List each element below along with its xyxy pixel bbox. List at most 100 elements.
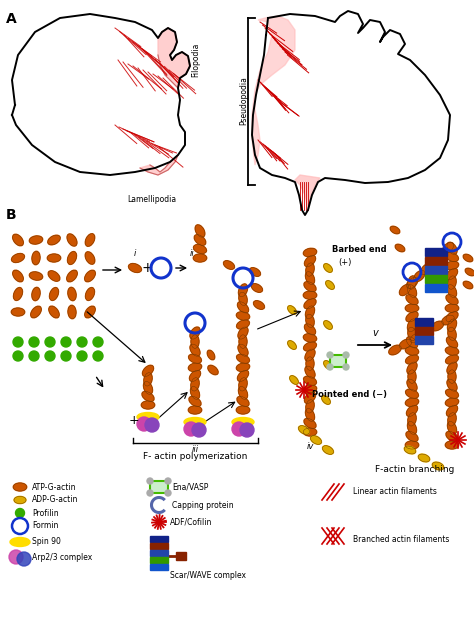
Text: Linear actin filaments: Linear actin filaments <box>353 488 437 497</box>
Circle shape <box>327 364 333 370</box>
Text: Ena/VASP: Ena/VASP <box>172 483 209 491</box>
Ellipse shape <box>31 306 41 318</box>
Ellipse shape <box>326 281 334 290</box>
Ellipse shape <box>188 363 201 371</box>
Ellipse shape <box>190 327 200 339</box>
Circle shape <box>147 478 153 484</box>
Ellipse shape <box>238 327 248 339</box>
Ellipse shape <box>239 335 247 349</box>
Circle shape <box>343 364 349 370</box>
Ellipse shape <box>322 446 334 454</box>
Ellipse shape <box>191 335 199 349</box>
Circle shape <box>61 351 71 361</box>
Circle shape <box>165 478 171 484</box>
Ellipse shape <box>463 281 473 289</box>
Ellipse shape <box>405 441 419 449</box>
Circle shape <box>147 490 153 496</box>
Ellipse shape <box>390 226 400 234</box>
Ellipse shape <box>445 304 459 312</box>
Ellipse shape <box>446 261 459 270</box>
Text: Branched actin filaments: Branched actin filaments <box>353 535 449 544</box>
Ellipse shape <box>254 301 264 309</box>
Ellipse shape <box>142 365 154 377</box>
Ellipse shape <box>48 271 60 281</box>
Ellipse shape <box>304 324 316 335</box>
Ellipse shape <box>304 392 316 403</box>
Circle shape <box>29 337 39 347</box>
Ellipse shape <box>67 251 76 264</box>
Ellipse shape <box>405 398 419 406</box>
Ellipse shape <box>406 355 419 364</box>
Ellipse shape <box>304 298 316 309</box>
Ellipse shape <box>142 391 154 401</box>
Polygon shape <box>252 16 295 165</box>
Ellipse shape <box>288 340 296 349</box>
Bar <box>150 550 168 556</box>
Circle shape <box>45 351 55 361</box>
Ellipse shape <box>305 272 315 284</box>
Ellipse shape <box>194 235 206 245</box>
Text: iii: iii <box>192 445 199 454</box>
Ellipse shape <box>408 319 417 331</box>
Ellipse shape <box>406 337 418 348</box>
Ellipse shape <box>408 284 417 298</box>
Ellipse shape <box>305 306 315 319</box>
Text: Scar/WAVE complex: Scar/WAVE complex <box>170 572 246 580</box>
Ellipse shape <box>406 312 418 322</box>
Ellipse shape <box>406 405 418 417</box>
Ellipse shape <box>237 370 248 382</box>
Ellipse shape <box>303 385 317 394</box>
Text: v: v <box>372 328 378 338</box>
Ellipse shape <box>306 399 314 413</box>
Ellipse shape <box>442 315 454 325</box>
Ellipse shape <box>237 354 249 363</box>
Ellipse shape <box>32 251 40 265</box>
Ellipse shape <box>49 306 59 318</box>
Bar <box>425 275 447 283</box>
Ellipse shape <box>448 276 456 289</box>
Ellipse shape <box>303 334 317 342</box>
Ellipse shape <box>189 396 201 406</box>
Ellipse shape <box>13 270 23 282</box>
Ellipse shape <box>249 268 261 276</box>
Ellipse shape <box>144 382 153 394</box>
Ellipse shape <box>400 284 410 295</box>
Ellipse shape <box>446 312 458 322</box>
Ellipse shape <box>195 225 205 237</box>
Ellipse shape <box>303 376 317 385</box>
Circle shape <box>13 351 23 361</box>
Bar <box>150 557 168 563</box>
Ellipse shape <box>418 454 430 462</box>
Ellipse shape <box>431 321 444 331</box>
Ellipse shape <box>85 306 95 318</box>
Ellipse shape <box>303 248 317 257</box>
Ellipse shape <box>447 243 457 255</box>
Circle shape <box>192 423 206 437</box>
Ellipse shape <box>446 389 458 398</box>
Text: Formin: Formin <box>32 521 58 530</box>
Ellipse shape <box>141 401 155 409</box>
Ellipse shape <box>448 413 456 426</box>
Ellipse shape <box>190 344 200 356</box>
Ellipse shape <box>13 288 23 300</box>
Ellipse shape <box>49 288 58 300</box>
Ellipse shape <box>407 379 417 391</box>
Text: ii: ii <box>190 249 195 258</box>
Circle shape <box>165 490 171 496</box>
Text: (+): (+) <box>338 258 351 267</box>
Ellipse shape <box>305 408 315 422</box>
Bar <box>330 355 346 367</box>
Ellipse shape <box>395 244 405 252</box>
Ellipse shape <box>306 357 314 370</box>
Ellipse shape <box>191 378 199 391</box>
Ellipse shape <box>303 428 317 436</box>
Ellipse shape <box>406 431 418 441</box>
Ellipse shape <box>48 235 60 245</box>
Bar <box>415 327 433 335</box>
Circle shape <box>93 351 103 361</box>
Circle shape <box>17 552 31 566</box>
Ellipse shape <box>128 264 142 272</box>
Ellipse shape <box>305 349 315 361</box>
Ellipse shape <box>237 302 248 313</box>
Circle shape <box>145 418 159 432</box>
